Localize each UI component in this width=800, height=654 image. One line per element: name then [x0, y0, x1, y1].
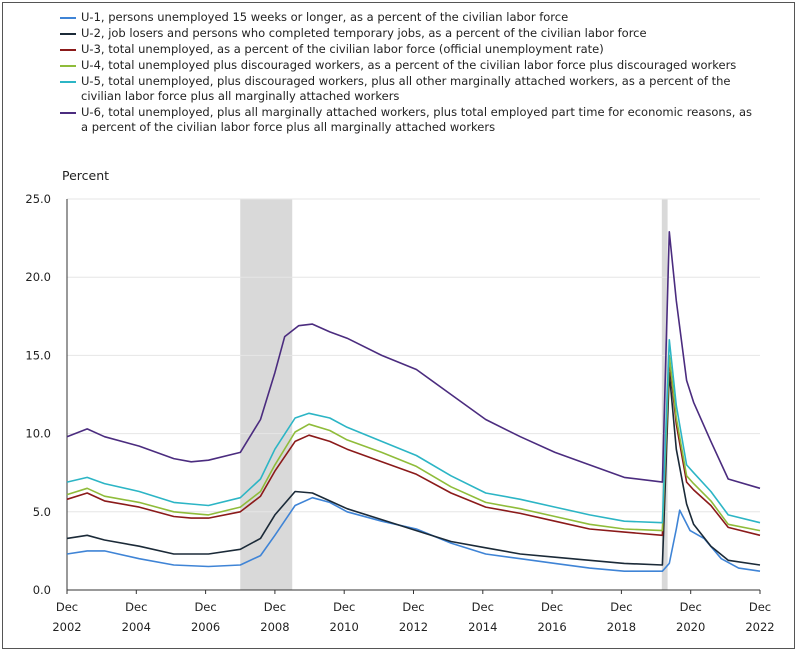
x-tick-label-year: 2004	[122, 620, 151, 634]
legend-swatch-u5	[60, 81, 76, 83]
x-tick-label-year: 2010	[330, 620, 359, 634]
x-tick-label-year: 2014	[468, 620, 497, 634]
x-tick-label-month: Dec	[402, 600, 424, 614]
x-tick-label-month: Dec	[333, 600, 355, 614]
legend-swatch-u2	[60, 33, 76, 35]
x-tick-label-month: Dec	[749, 600, 771, 614]
x-tick-label-year: 2008	[260, 620, 289, 634]
legend-item-u2: U-2, job losers and persons who complete…	[60, 26, 760, 41]
x-tick-label-year: 2002	[52, 620, 81, 634]
legend-label-u5: U-5, total unemployed, plus discouraged …	[81, 74, 731, 103]
legend-swatch-u4	[60, 65, 76, 67]
x-tick-label-month: Dec	[125, 600, 147, 614]
y-tick-label: 20.0	[25, 270, 51, 284]
legend-item-u5: U-5, total unemployed, plus discouraged …	[60, 74, 760, 104]
legend-item-u1: U-1, persons unemployed 15 weeks or long…	[60, 10, 760, 25]
y-tick-label: 0.0	[33, 583, 51, 597]
y-tick-label: 15.0	[25, 348, 51, 362]
x-tick-label-month: Dec	[680, 600, 702, 614]
series-line-u2	[66, 371, 761, 566]
legend-label-u2: U-2, job losers and persons who complete…	[81, 26, 647, 40]
series-line-u6	[66, 231, 761, 490]
x-tick-label-year: 2006	[191, 620, 220, 634]
x-tick-label-year: 2018	[607, 620, 636, 634]
legend-label-u4: U-4, total unemployed plus discouraged w…	[81, 58, 737, 72]
legend-label-u6: U-6, total unemployed, plus all marginal…	[81, 105, 753, 134]
series-line-u3	[66, 359, 761, 537]
x-tick-label-month: Dec	[194, 600, 216, 614]
x-tick-label-month: Dec	[541, 600, 563, 614]
x-tick-label-month: Dec	[56, 600, 78, 614]
recession-band-0	[240, 199, 293, 590]
legend-swatch-u6	[60, 112, 76, 114]
series-line-u4	[66, 354, 761, 532]
x-tick-label-year: 2020	[676, 620, 705, 634]
x-tick-label-month: Dec	[610, 600, 632, 614]
legend-swatch-u1	[60, 17, 76, 19]
y-tick-label: 10.0	[25, 427, 51, 441]
legend: U-1, persons unemployed 15 weeks or long…	[60, 10, 760, 136]
legend-item-u4: U-4, total unemployed plus discouraged w…	[60, 58, 760, 73]
x-tick-label-month: Dec	[264, 600, 286, 614]
y-tick-label: 5.0	[33, 505, 51, 519]
x-tick-label-year: 2022	[745, 620, 774, 634]
y-axis-label: Percent	[62, 168, 110, 183]
legend-swatch-u3	[60, 49, 76, 51]
x-tick-label-year: 2012	[399, 620, 428, 634]
legend-item-u6: U-6, total unemployed, plus all marginal…	[60, 105, 760, 135]
x-tick-label-month: Dec	[472, 600, 494, 614]
legend-label-u1: U-1, persons unemployed 15 weeks or long…	[81, 10, 569, 24]
legend-item-u3: U-3, total unemployed, as a percent of t…	[60, 42, 760, 57]
series-line-u5	[66, 339, 761, 524]
legend-label-u3: U-3, total unemployed, as a percent of t…	[81, 42, 604, 56]
x-tick-label-year: 2016	[537, 620, 566, 634]
y-tick-label: 25.0	[25, 192, 51, 206]
